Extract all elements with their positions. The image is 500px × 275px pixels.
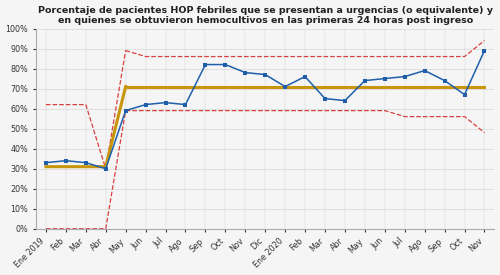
Title: Porcentaje de pacientes HOP febriles que se presentan a urgencias (o equivalente: Porcentaje de pacientes HOP febriles que… (38, 6, 492, 25)
